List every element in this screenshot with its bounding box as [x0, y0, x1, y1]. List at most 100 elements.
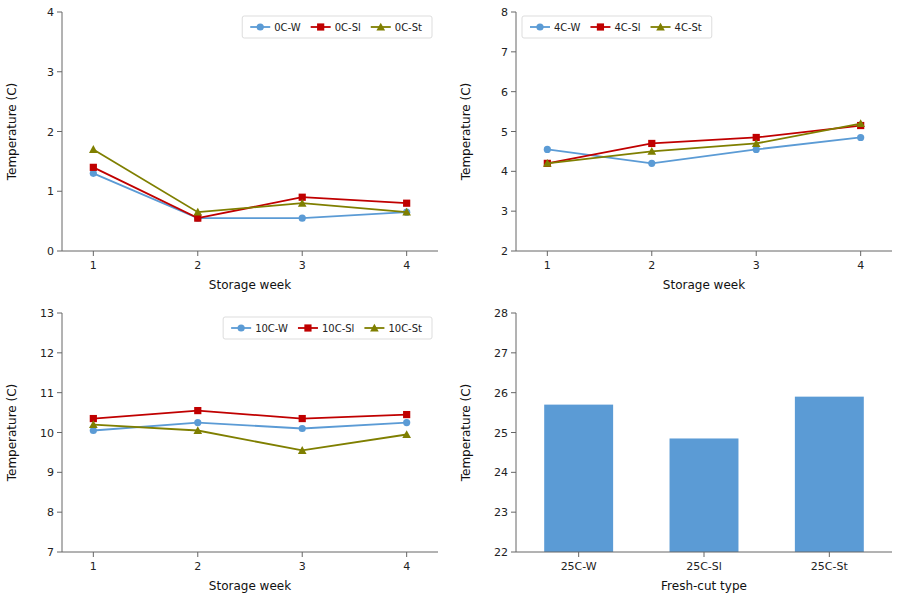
x-tick-label: 25C-Sl: [686, 560, 722, 573]
y-tick-label: 8: [47, 506, 54, 519]
series-marker: [193, 208, 202, 216]
series-marker: [298, 446, 307, 454]
y-tick: [511, 472, 516, 473]
legend-marker: [238, 324, 245, 331]
y-tick-label: 7: [501, 46, 508, 59]
panel: 23456781234Storage weekTemperature (C)4C…: [459, 6, 892, 292]
y-tick-label: 10: [40, 427, 54, 440]
series-marker: [298, 199, 307, 207]
y-tick: [57, 512, 62, 513]
y-tick-label: 3: [501, 205, 508, 218]
legend-label: 4C-St: [675, 22, 702, 33]
series-marker: [403, 200, 410, 207]
legend-label: 4C-W: [554, 22, 581, 33]
y-tick-label: 11: [40, 387, 54, 400]
y-tick-label: 3: [47, 66, 54, 79]
x-tick-label: 25C-St: [811, 560, 849, 573]
legend-marker: [370, 324, 379, 332]
plot-marks: [89, 145, 411, 222]
x-axis-label: Storage week: [209, 579, 291, 593]
x-tick: [302, 552, 303, 557]
y-tick-label: 22: [494, 546, 508, 559]
series-line: [93, 173, 406, 218]
plot-marks: [543, 119, 865, 167]
y-tick-label: 1: [47, 185, 54, 198]
panel: 2223242526272825C-W25C-Sl25C-StFresh-cut…: [459, 307, 892, 602]
y-tick: [57, 313, 62, 314]
y-tick: [57, 432, 62, 433]
legend-marker: [597, 23, 604, 30]
x-tick-label: 1: [90, 560, 97, 573]
legend-box: [223, 317, 432, 339]
legend-marker: [317, 23, 324, 30]
y-axis-label: Temperature (C): [5, 83, 19, 182]
y-tick-label: 8: [501, 6, 508, 19]
x-tick: [547, 251, 548, 256]
x-tick: [197, 251, 198, 256]
x-axis-label: Storage week: [209, 278, 291, 292]
series-marker: [89, 145, 98, 153]
legend-label: 10C-Sl: [322, 323, 354, 334]
y-tick-label: 6: [501, 86, 508, 99]
y-tick: [57, 251, 62, 252]
y-axis-label: Temperature (C): [459, 83, 473, 182]
legend-box: [522, 16, 712, 38]
legend-marker: [257, 23, 264, 30]
y-tick-label: 27: [494, 347, 508, 360]
series-marker: [648, 140, 655, 147]
bar: [670, 438, 739, 552]
x-tick: [302, 251, 303, 256]
y-tick-label: 24: [494, 466, 508, 479]
x-tick-label: 1: [544, 259, 551, 272]
y-tick: [511, 552, 516, 553]
y-tick-label: 13: [40, 307, 54, 320]
y-tick-label: 2: [501, 245, 508, 258]
y-tick: [511, 352, 516, 353]
y-tick: [57, 552, 62, 553]
y-tick-label: 4: [501, 165, 508, 178]
x-axis-line: [62, 552, 438, 553]
y-tick: [511, 211, 516, 212]
series-marker: [194, 419, 201, 426]
y-tick: [511, 91, 516, 92]
y-tick: [57, 131, 62, 132]
x-tick: [578, 552, 579, 557]
series-marker: [648, 160, 655, 167]
x-tick-label: 25C-W: [561, 560, 597, 573]
series-line: [547, 124, 860, 164]
series-marker: [857, 134, 864, 141]
legend: 0C-W0C-Sl0C-St: [242, 16, 432, 38]
plot-marks: [544, 397, 864, 552]
x-tick-label: 3: [299, 560, 306, 573]
y-tick: [511, 313, 516, 314]
legend-label: 10C-W: [255, 323, 288, 334]
series-marker: [299, 415, 306, 422]
y-tick: [57, 352, 62, 353]
y-tick-label: 23: [494, 506, 508, 519]
y-tick-label: 7: [47, 546, 54, 559]
y-tick-label: 4: [47, 6, 54, 19]
x-axis-label: Storage week: [663, 278, 745, 292]
y-axis-label: Temperature (C): [5, 384, 19, 483]
legend-label: 4C-Sl: [614, 22, 640, 33]
x-tick: [406, 552, 407, 557]
x-tick-label: 2: [194, 259, 201, 272]
y-tick-label: 2: [47, 126, 54, 139]
x-axis-label: Fresh-cut type: [661, 579, 747, 593]
y-tick: [511, 432, 516, 433]
legend: 4C-W 4C-Sl 4C-St: [522, 16, 712, 38]
x-tick: [406, 251, 407, 256]
legend-label: 10C-St: [388, 323, 422, 334]
x-tick: [756, 251, 757, 256]
x-tick-label: 4: [403, 259, 410, 272]
y-tick: [57, 392, 62, 393]
y-axis-line: [516, 313, 517, 552]
y-axis-label: Temperature (C): [459, 384, 473, 483]
y-tick: [511, 12, 516, 13]
x-tick-label: 4: [857, 259, 864, 272]
series-marker: [647, 147, 656, 155]
series-marker: [752, 139, 761, 147]
series-marker: [544, 146, 551, 153]
legend-label: 0C-Sl: [335, 22, 361, 33]
y-tick-label: 26: [494, 387, 508, 400]
